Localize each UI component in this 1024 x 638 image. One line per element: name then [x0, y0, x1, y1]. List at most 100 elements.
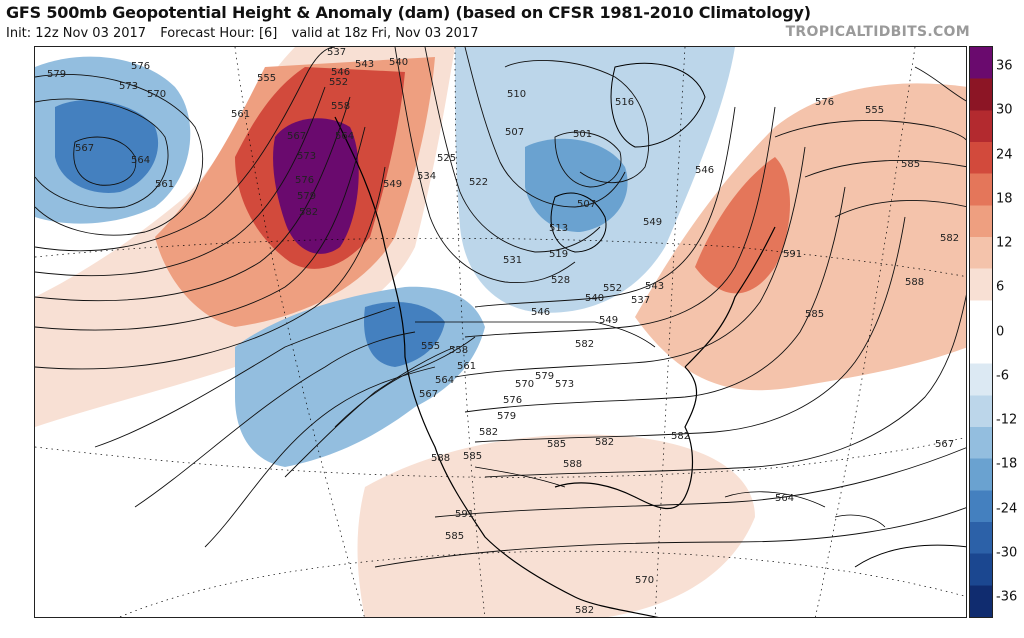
- contour-value-label: 579: [497, 411, 516, 422]
- trough-anomaly-pacific-core: [55, 99, 159, 193]
- coastline-east: [684, 226, 776, 368]
- contour-value-label: 543: [355, 59, 374, 70]
- contour-value-label: 567: [419, 389, 438, 400]
- us-border: [415, 321, 656, 348]
- contour-value-label: 579: [47, 69, 66, 80]
- contour-value-label: 579: [297, 191, 316, 202]
- contour-value-label: 519: [549, 249, 568, 260]
- contour-value-label: 552: [603, 283, 622, 294]
- contour-value-label: 585: [463, 451, 482, 462]
- greenland: [610, 62, 706, 148]
- height-contours: [35, 47, 966, 568]
- contour-value-label: 588: [563, 459, 582, 470]
- ridge-anomaly-south: [357, 434, 755, 617]
- colorbar-label: -24: [996, 501, 1018, 516]
- colorbar-label: 0: [996, 324, 1005, 339]
- contour-value-label: 561: [155, 179, 174, 190]
- contour-value-label: 591: [783, 249, 802, 260]
- contour-value-label: 570: [147, 89, 166, 100]
- contour-value-label: 510: [507, 89, 526, 100]
- ridge-anomaly-east-strong: [695, 157, 790, 294]
- colorbar-label: 18: [996, 191, 1013, 207]
- contour-value-label: 576: [503, 395, 522, 406]
- graticule: [35, 47, 966, 617]
- colorbar-label: -18: [996, 456, 1018, 472]
- colorbar-label: -12: [996, 412, 1018, 428]
- contour-value-label: 564: [335, 131, 354, 142]
- contour-value-label: 558: [331, 101, 350, 112]
- contour-value-label: 546: [695, 165, 714, 176]
- contour-value-label: 528: [551, 275, 570, 286]
- contour-value-label: 573: [555, 379, 574, 390]
- colorbar-label: -36: [996, 589, 1018, 605]
- contour-value-label: 576: [131, 61, 150, 72]
- colorbar-label: -6: [996, 368, 1009, 384]
- contour-value-label: 540: [389, 57, 408, 68]
- contour-value-label: 546: [531, 307, 550, 318]
- contour-labels: 5795765735705675645615375435465405525555…: [47, 47, 959, 616]
- contour-value-label: 585: [901, 159, 920, 170]
- contour-value-label: 582: [671, 431, 690, 442]
- contour-value-label: 543: [645, 281, 664, 292]
- contour-value-label: 525: [437, 153, 456, 164]
- contour-value-label: 567: [935, 439, 954, 450]
- ridge-anomaly-east: [635, 83, 966, 391]
- contour-value-label: 558: [449, 345, 468, 356]
- contour-value-label: 579: [535, 371, 554, 382]
- contour-value-label: 507: [505, 127, 524, 138]
- south-america-coast: [854, 544, 966, 568]
- init-time: Init: 12z Nov 03 2017: [6, 26, 147, 41]
- contour-value-label: 561: [231, 109, 250, 120]
- contour-value-label: 507: [577, 199, 596, 210]
- contour-value-label: 582: [575, 339, 594, 350]
- contour-value-label: 585: [547, 439, 566, 450]
- contour-value-label: 555: [865, 105, 884, 116]
- contour-value-label: 585: [445, 531, 464, 542]
- run-info: Init: 12z Nov 03 2017 Forecast Hour: [6]…: [6, 26, 488, 41]
- contour-value-label: 534: [417, 171, 436, 182]
- contour-value-label: 570: [515, 379, 534, 390]
- contour-value-label: 501: [573, 129, 592, 140]
- contour-value-label: 570: [635, 575, 654, 586]
- map-canvas: 5795765735705675645615375435465405525555…: [35, 47, 966, 617]
- contour-value-label: 513: [549, 223, 568, 234]
- contour-value-label: 549: [599, 315, 618, 326]
- colorbar-label: 6: [996, 279, 1005, 295]
- contour-value-label: 549: [383, 179, 402, 190]
- contour-value-label: 567: [75, 143, 94, 154]
- anomaly-colorbar: [969, 46, 993, 618]
- contour-value-label: 555: [257, 73, 276, 84]
- contour-value-label: 582: [595, 437, 614, 448]
- contour-value-label: 564: [775, 493, 794, 504]
- map-title: GFS 500mb Geopotential Height & Anomaly …: [6, 3, 811, 22]
- contour-value-label: 576: [815, 97, 834, 108]
- contour-value-label: 552: [329, 77, 348, 88]
- contour-value-label: 588: [905, 277, 924, 288]
- contour-value-label: 585: [805, 309, 824, 320]
- valid-time: valid at 18z Fri, Nov 03 2017: [291, 26, 479, 41]
- contour-value-label: 573: [119, 81, 138, 92]
- contour-value-label: 582: [940, 233, 959, 244]
- contour-value-label: 549: [643, 217, 662, 228]
- contour-value-label: 564: [131, 155, 150, 166]
- brand-watermark: TROPICALTIDBITS.COM: [785, 24, 970, 40]
- contour-value-label: 564: [435, 375, 454, 386]
- contour-value-label: 531: [503, 255, 522, 266]
- caribbean-islands: [724, 491, 886, 528]
- contour-value-label: 537: [631, 295, 650, 306]
- trough-anomaly-canada-core: [525, 138, 628, 232]
- coastline-west: [334, 116, 659, 617]
- contour-value-label: 582: [575, 605, 594, 616]
- contour-value-label: 588: [431, 453, 450, 464]
- hudson-bay: [550, 192, 607, 253]
- contour-value-label: 537: [327, 47, 346, 58]
- contour-value-label: 540: [585, 293, 604, 304]
- weather-map: 579 576 573 570 567 564 561 537 543 546 540 552 555 5…: [34, 46, 967, 618]
- colorbar-label: 24: [996, 147, 1013, 162]
- colorbar-label: -30: [996, 545, 1018, 561]
- contour-value-label: 573: [297, 151, 316, 162]
- contour-value-label: 582: [479, 427, 498, 438]
- contour-value-label: 561: [457, 361, 476, 372]
- colorbar-label: 36: [996, 58, 1013, 74]
- forecast-hour: Forecast Hour: [6]: [160, 26, 278, 41]
